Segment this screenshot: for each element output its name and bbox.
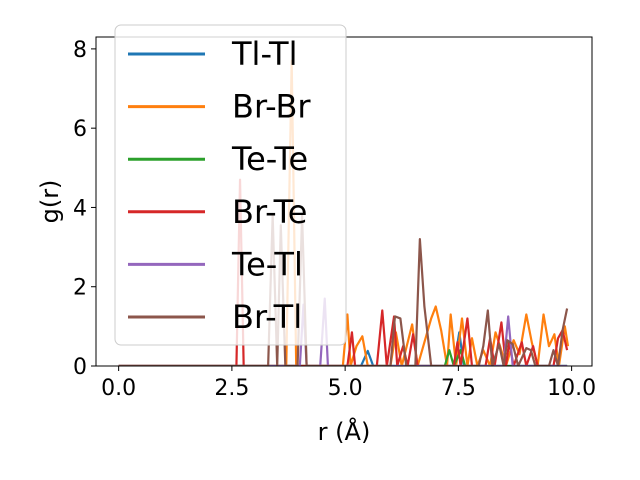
legend-label-te-tl: Te-Tl [231, 245, 303, 283]
y-tick-label: 6 [73, 117, 87, 142]
y-tick-label: 2 [73, 276, 87, 301]
legend-label-br-br: Br-Br [232, 88, 311, 126]
y-axis-label: g(r) [36, 180, 64, 224]
y-tick-label: 4 [73, 196, 87, 221]
series-line-br-te [118, 178, 569, 366]
y-tick-label: 8 [73, 38, 87, 63]
series-line-br-tl [118, 214, 569, 366]
x-tick-label: 0.0 [101, 376, 136, 401]
x-axis-label: r (Å) [318, 417, 371, 446]
x-tick-label: 10.0 [547, 376, 596, 401]
x-tick-label: 7.5 [441, 376, 476, 401]
legend-label-tl-tl: Tl-Tl [231, 35, 297, 73]
legend: Tl-Tl Br-Br Te-Te Br-Te Te-Tl Br-Tl [114, 24, 347, 346]
legend-box [114, 24, 347, 346]
legend-label-te-te: Te-Te [231, 140, 308, 178]
legend-label-br-tl: Br-Tl [232, 298, 302, 336]
y-tick-label: 0 [73, 355, 87, 380]
legend-label-br-te: Br-Te [232, 193, 307, 231]
axes: 0.0 2.5 5.0 7.5 10.0 0 2 4 6 8 r (Å) g(r) [36, 36, 596, 446]
x-tick-label: 2.5 [214, 376, 249, 401]
x-tick-label: 5.0 [328, 376, 363, 401]
